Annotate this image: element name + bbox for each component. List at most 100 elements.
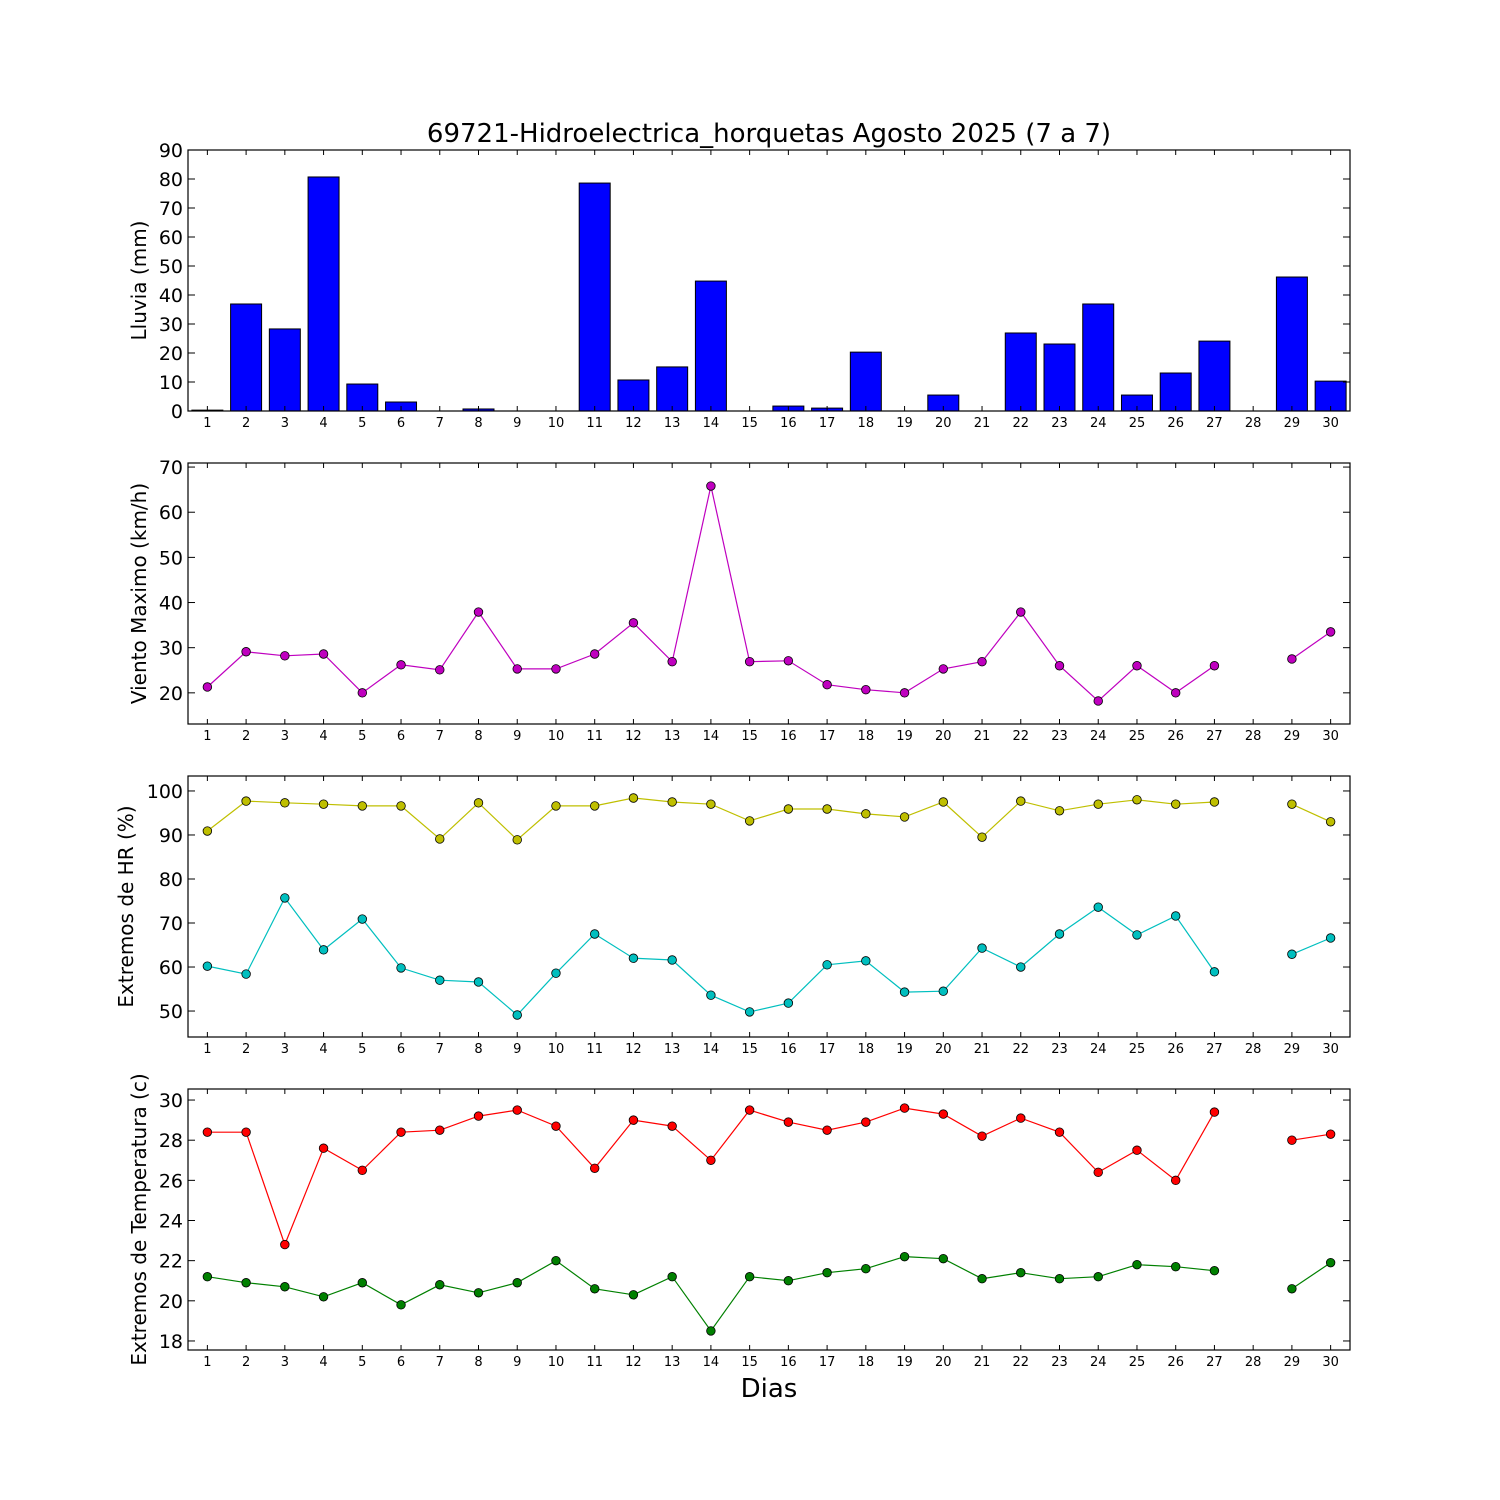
ytick-label: 24: [159, 1211, 183, 1233]
point-0-day-23: [1054, 661, 1065, 671]
point-1-day-10: [551, 968, 561, 978]
ytick-label: 60: [159, 957, 183, 979]
xtick-label: 1: [203, 416, 211, 431]
xtick-label: 23: [1051, 1355, 1068, 1370]
point-1-day-25: [1132, 930, 1142, 940]
ytick-label: 40: [159, 285, 183, 307]
xtick-label: 29: [1284, 416, 1301, 431]
xtick-label: 6: [397, 1355, 405, 1370]
point-0-day-18: [861, 1117, 871, 1127]
bar-day-5: [346, 383, 379, 412]
point-1-day-29: [1287, 949, 1297, 959]
xtick-label: 1: [203, 1042, 211, 1057]
xtick-label: 19: [896, 416, 913, 431]
xtick-label: 10: [548, 729, 565, 744]
series-line-0-1: [1291, 1133, 1331, 1141]
point-0-day-19: [899, 1103, 910, 1113]
point-0-day-25: [1132, 661, 1142, 671]
bar-day-3: [268, 328, 301, 412]
xtick-label: 5: [358, 1355, 366, 1370]
xtick-label: 24: [1090, 1042, 1107, 1057]
point-0-day-29: [1287, 799, 1297, 809]
point-1-day-19: [899, 987, 910, 997]
xtick-label: 16: [780, 1355, 797, 1370]
xtick-label: 5: [358, 1042, 366, 1057]
ytick-label: 0: [171, 401, 183, 423]
ytick-label: 50: [159, 256, 183, 278]
point-0-day-23: [1054, 806, 1065, 816]
xtick-label: 8: [474, 1042, 482, 1057]
point-1-day-12: [628, 1290, 639, 1300]
point-1-day-27: [1209, 1265, 1220, 1276]
xtick-label: 9: [513, 416, 521, 431]
point-1-day-20: [938, 1253, 949, 1264]
point-1-day-1: [202, 961, 213, 971]
xtick-label: 18: [858, 729, 875, 744]
point-1-day-1: [202, 1272, 213, 1282]
point-0-day-25: [1132, 1145, 1142, 1155]
xtick-label: 27: [1206, 1355, 1223, 1370]
point-0-day-21: [977, 1131, 987, 1141]
ytick-label: 50: [159, 1001, 183, 1023]
xtick-label: 19: [896, 1042, 913, 1057]
point-1-day-16: [783, 998, 794, 1008]
xtick-label: 17: [819, 1355, 836, 1370]
ytick-label: 20: [159, 1291, 183, 1313]
xtick-label: 15: [741, 416, 758, 431]
xtick-label: 19: [896, 729, 913, 744]
point-0-day-30: [1325, 1129, 1336, 1139]
point-0-day-27: [1209, 1107, 1220, 1117]
point-1-day-3: [280, 1282, 290, 1292]
point-1-day-2: [241, 1278, 251, 1288]
xtick-label: 1: [203, 1355, 211, 1370]
y-axis-label: Lluvia (mm): [127, 221, 151, 341]
ytick-label: 50: [159, 547, 183, 569]
ytick-label: 90: [159, 140, 183, 162]
point-0-day-8: [473, 607, 484, 617]
xtick-label: 13: [664, 1042, 681, 1057]
point-1-day-4: [318, 1292, 329, 1302]
point-1-day-24: [1093, 902, 1103, 912]
series-line-0-1: [1291, 631, 1331, 660]
point-0-day-7: [435, 665, 445, 675]
point-0-day-24: [1093, 799, 1103, 809]
point-1-day-6: [396, 963, 406, 973]
point-1-day-16: [783, 1276, 794, 1286]
point-0-day-9: [512, 664, 522, 674]
ytick-label: 80: [159, 869, 183, 891]
xtick-label: 7: [436, 416, 444, 431]
xtick-label: 29: [1284, 729, 1301, 744]
point-0-day-7: [435, 1125, 445, 1135]
xtick-label: 26: [1167, 416, 1184, 431]
xtick-label: 20: [935, 729, 952, 744]
ytick-label: 70: [159, 198, 183, 220]
xtick-label: 12: [625, 1042, 642, 1057]
xtick-label: 20: [935, 1042, 952, 1057]
xtick-label: 24: [1090, 729, 1107, 744]
point-0-day-2: [241, 647, 251, 657]
bar-day-11: [578, 182, 611, 412]
xtick-label: 25: [1129, 416, 1146, 431]
point-0-day-14: [706, 481, 716, 491]
ytick-label: 30: [159, 1090, 183, 1112]
point-1-day-8: [473, 1288, 484, 1298]
point-1-day-9: [512, 1278, 522, 1288]
point-0-day-8: [473, 798, 484, 808]
xtick-label: 11: [586, 416, 603, 431]
xtick-label: 15: [741, 1355, 758, 1370]
xtick-label: 12: [625, 1355, 642, 1370]
xtick-label: 11: [586, 1355, 603, 1370]
point-0-day-7: [435, 834, 445, 844]
xtick-label: 14: [703, 1042, 720, 1057]
xtick-label: 12: [625, 416, 642, 431]
point-0-day-29: [1287, 1135, 1297, 1145]
xtick-label: 6: [397, 729, 405, 744]
xtick-label: 16: [780, 729, 797, 744]
xtick-label: 27: [1206, 1042, 1223, 1057]
xtick-label: 15: [741, 729, 758, 744]
point-0-day-20: [938, 664, 949, 674]
point-1-day-22: [1016, 962, 1026, 972]
